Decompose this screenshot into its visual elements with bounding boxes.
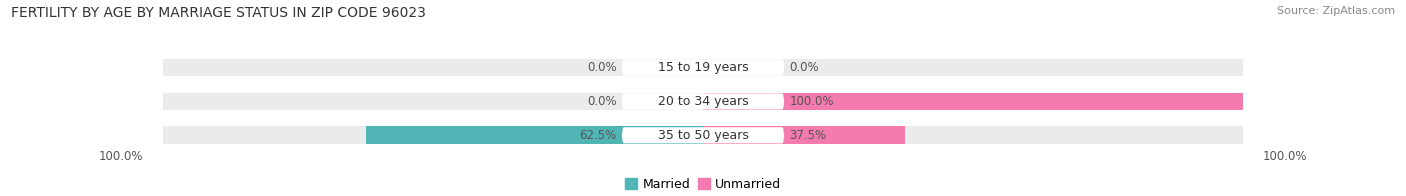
Text: 15 to 19 years: 15 to 19 years — [658, 61, 748, 74]
Bar — [366, 126, 703, 144]
Text: 62.5%: 62.5% — [579, 129, 617, 142]
Legend: Married, Unmarried: Married, Unmarried — [620, 173, 786, 196]
Text: 35 to 50 years: 35 to 50 years — [658, 129, 748, 142]
Bar — [703, 93, 1243, 110]
Text: FERTILITY BY AGE BY MARRIAGE STATUS IN ZIP CODE 96023: FERTILITY BY AGE BY MARRIAGE STATUS IN Z… — [11, 6, 426, 20]
Bar — [703, 126, 1243, 144]
Bar — [703, 59, 1243, 76]
FancyBboxPatch shape — [621, 93, 785, 110]
Text: 100.0%: 100.0% — [1263, 150, 1308, 163]
Text: 100.0%: 100.0% — [98, 150, 143, 163]
Bar — [163, 126, 703, 144]
Text: 37.5%: 37.5% — [789, 129, 827, 142]
FancyBboxPatch shape — [621, 127, 785, 143]
Text: 0.0%: 0.0% — [588, 61, 617, 74]
Text: 100.0%: 100.0% — [789, 95, 834, 108]
Bar — [703, 93, 1243, 110]
FancyBboxPatch shape — [621, 59, 785, 76]
Bar — [163, 59, 703, 76]
Bar — [163, 93, 703, 110]
Text: 0.0%: 0.0% — [789, 61, 818, 74]
Text: 0.0%: 0.0% — [588, 95, 617, 108]
Bar — [703, 126, 905, 144]
Text: 20 to 34 years: 20 to 34 years — [658, 95, 748, 108]
Text: Source: ZipAtlas.com: Source: ZipAtlas.com — [1277, 6, 1395, 16]
